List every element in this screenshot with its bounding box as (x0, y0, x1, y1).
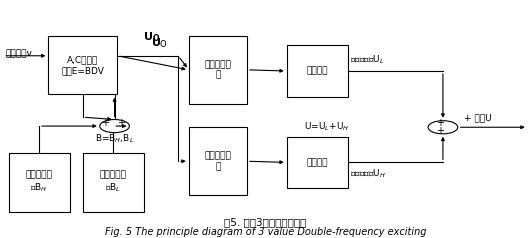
Text: 平均流速v: 平均流速v (6, 49, 33, 58)
Text: 慢响应输出U$_L$: 慢响应输出U$_L$ (350, 53, 385, 65)
Circle shape (100, 119, 130, 133)
Bar (8, 153, 70, 212)
Text: 高频恒流激
磁B$_H$: 高频恒流激 磁B$_H$ (25, 171, 53, 194)
Text: $\mathbf{U_O}$: $\mathbf{U_O}$ (143, 30, 160, 44)
Text: 放大高频信
号: 放大高频信 号 (204, 152, 232, 171)
Bar (287, 137, 348, 188)
Text: 高通滤波: 高通滤波 (306, 158, 328, 167)
Text: 快响应输出U$_H$: 快响应输出U$_H$ (350, 168, 386, 180)
Text: + 输出U: + 输出U (464, 113, 492, 122)
Circle shape (428, 121, 458, 134)
Text: A,C电极电
动势E=BDV: A,C电极电 动势E=BDV (62, 55, 104, 75)
Text: O: O (160, 40, 167, 49)
Text: 低通滤波: 低通滤波 (306, 66, 328, 75)
Bar (189, 127, 247, 195)
Text: +: + (117, 118, 125, 128)
Bar (83, 153, 144, 212)
Text: U=U$_L$+U$_H$: U=U$_L$+U$_H$ (304, 121, 349, 134)
Bar (189, 36, 247, 104)
Text: +: + (436, 119, 444, 129)
Text: +: + (436, 126, 444, 136)
Text: 放大低频信
号: 放大低频信 号 (204, 60, 232, 79)
Text: U: U (152, 38, 161, 48)
Text: Fig. 5 The principle diagram of 3 value Double-frequency exciting: Fig. 5 The principle diagram of 3 value … (105, 227, 426, 237)
Bar (287, 45, 348, 97)
Text: 低频恒流激
磁B$_L$: 低频恒流激 磁B$_L$ (100, 171, 127, 194)
Text: +: + (101, 118, 109, 128)
Text: B=B$_H$,B$_L$: B=B$_H$,B$_L$ (95, 133, 134, 145)
Bar (48, 36, 117, 94)
Text: 图5. 双频3值励磁原理框图: 图5. 双频3值励磁原理框图 (224, 217, 307, 227)
